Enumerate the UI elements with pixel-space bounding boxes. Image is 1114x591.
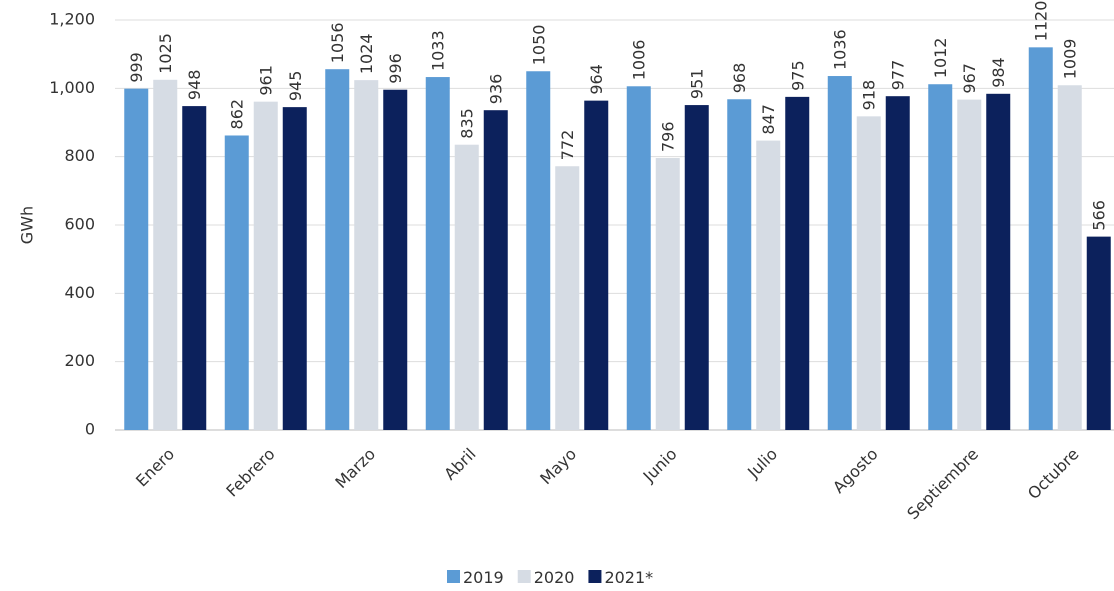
data-label: 1033	[429, 30, 448, 71]
x-tick-label: Abril	[440, 444, 479, 483]
data-label: 996	[386, 53, 405, 84]
y-tick-label: 0	[85, 420, 95, 439]
bar	[756, 140, 781, 430]
legend-swatch	[447, 570, 460, 583]
bar	[282, 107, 307, 430]
bar	[684, 105, 709, 430]
legend-label: 2019	[463, 568, 504, 587]
data-label: 945	[286, 71, 305, 102]
x-tick-label: Mayo	[536, 444, 580, 488]
data-label: 835	[458, 108, 477, 139]
y-tick-label: 1,000	[49, 78, 95, 97]
bar	[354, 80, 379, 430]
data-label: 977	[889, 60, 908, 91]
x-tick-label: Octubre	[1024, 444, 1083, 503]
bar	[1086, 236, 1111, 430]
data-label: 984	[989, 57, 1008, 88]
bar	[1057, 85, 1082, 430]
y-axis-label: GWh	[18, 206, 37, 244]
data-label: 999	[127, 52, 146, 83]
bar	[526, 71, 551, 430]
x-tick-label: Agosto	[829, 444, 882, 497]
x-tick-label: Enero	[132, 444, 178, 490]
y-tick-label: 600	[64, 215, 95, 234]
bar	[483, 110, 508, 430]
bar	[1028, 47, 1053, 430]
data-label: 964	[587, 64, 606, 95]
x-tick-label: Junio	[639, 444, 681, 486]
y-tick-label: 1,200	[49, 10, 95, 29]
data-label: 847	[759, 104, 778, 135]
data-label: 936	[487, 74, 506, 105]
data-label: 968	[730, 63, 749, 94]
data-label: 975	[788, 60, 807, 91]
data-label: 566	[1090, 200, 1109, 231]
y-tick-label: 800	[64, 146, 95, 165]
data-label: 1050	[529, 25, 548, 66]
data-label: 1036	[831, 29, 850, 70]
bar	[626, 86, 651, 431]
data-label: 961	[257, 65, 276, 96]
bar	[827, 76, 852, 431]
data-label: 772	[558, 130, 577, 161]
data-label: 1120	[1032, 1, 1051, 42]
bar	[425, 77, 450, 430]
x-tick-label: Marzo	[331, 444, 379, 492]
bar	[885, 96, 910, 431]
data-label: 1025	[156, 33, 175, 74]
legend-swatch	[517, 570, 531, 583]
bar	[153, 79, 178, 431]
y-tick-label: 400	[64, 283, 95, 302]
data-label: 948	[185, 70, 204, 101]
y-tick-label: 200	[64, 351, 95, 370]
bar	[584, 100, 609, 430]
bar	[727, 99, 752, 431]
data-label: 1012	[931, 38, 950, 79]
data-label: 1006	[630, 40, 649, 81]
bar	[325, 69, 350, 430]
bar	[124, 88, 149, 431]
bar	[957, 99, 982, 430]
bar	[454, 144, 479, 431]
x-tick-label: Febrero	[222, 444, 278, 500]
data-label: 918	[860, 80, 879, 111]
bar	[224, 135, 249, 430]
bar	[856, 116, 881, 430]
data-label: 1024	[357, 33, 376, 74]
bar	[655, 158, 680, 431]
data-label: 1009	[1061, 39, 1080, 80]
bar	[986, 93, 1011, 431]
legend-label: 2020	[534, 568, 575, 587]
x-tick-label: Julio	[743, 444, 781, 482]
data-label: 967	[960, 63, 979, 94]
legend-label: 2021*	[604, 568, 653, 587]
bar	[928, 84, 953, 430]
bar	[785, 96, 810, 430]
x-tick-label: Septiembre	[903, 444, 982, 523]
bar	[182, 106, 207, 430]
bar	[555, 166, 580, 430]
bar	[383, 89, 408, 430]
data-label: 862	[228, 99, 247, 130]
legend-swatch	[588, 570, 602, 583]
bar	[253, 101, 278, 431]
data-label: 1056	[328, 22, 347, 63]
data-label: 951	[688, 69, 707, 100]
data-label: 796	[659, 121, 678, 152]
